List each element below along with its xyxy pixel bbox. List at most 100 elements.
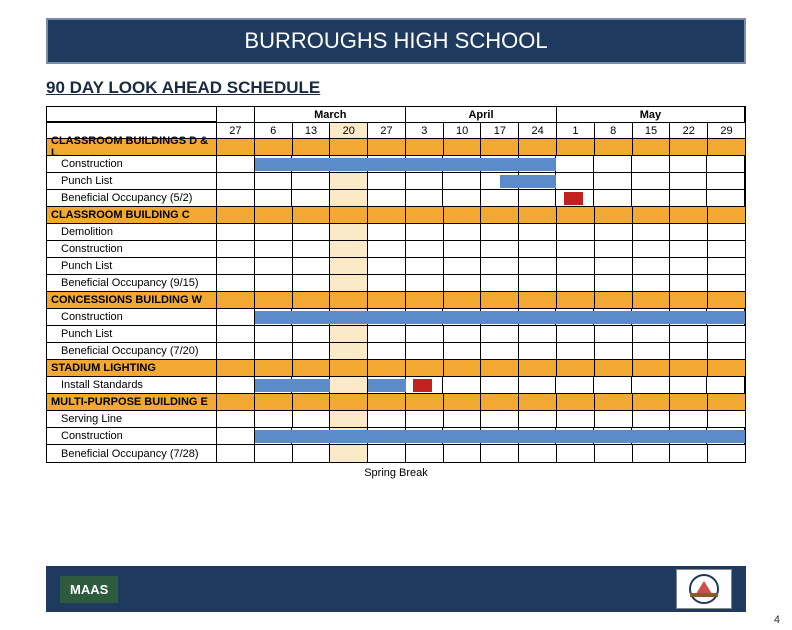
timeline-cell (406, 411, 444, 427)
timeline-cell (217, 343, 255, 359)
timeline-cell (481, 411, 519, 427)
row-label: Construction (47, 309, 217, 325)
timeline-cell (217, 156, 255, 172)
row-timeline (217, 292, 745, 308)
timeline-cell (557, 292, 595, 308)
timeline-cell (217, 326, 255, 342)
timeline-cell (670, 343, 708, 359)
timeline-cell (293, 343, 331, 359)
timeline-cell (632, 173, 670, 189)
timeline-cell (330, 224, 368, 240)
timeline-cell (368, 139, 406, 155)
timeline-cell (633, 292, 671, 308)
task-row: Beneficial Occupancy (7/20) (47, 343, 745, 360)
timeline-cell (557, 445, 595, 462)
seal-icon (684, 573, 724, 605)
timeline-cell (481, 241, 519, 257)
timeline-cell (368, 292, 406, 308)
row-label: CONCESSIONS BUILDING W (47, 292, 217, 308)
timeline-cell (670, 207, 708, 223)
row-label: CLASSROOM BUILDINGS D & L (47, 139, 217, 155)
timeline-cell (406, 360, 444, 376)
timeline-cell (594, 190, 632, 206)
row-label: Punch List (47, 326, 217, 342)
gantt-bar (255, 311, 745, 324)
row-label: Construction (47, 241, 217, 257)
timeline-cell (406, 394, 444, 410)
timeline-cell (633, 224, 671, 240)
timeline-cell (330, 258, 368, 274)
row-timeline (217, 445, 745, 462)
timeline-cell (519, 224, 557, 240)
timeline-cell (519, 445, 557, 462)
timeline-cell (444, 224, 482, 240)
row-timeline (217, 241, 745, 257)
timeline-cell (368, 275, 406, 291)
timeline-cell (708, 343, 745, 359)
timeline-cell (557, 411, 595, 427)
task-row: Construction (47, 309, 745, 326)
timeline-cell (557, 394, 595, 410)
timeline-cell (519, 360, 557, 376)
timeline-cell (217, 207, 255, 223)
timeline-cell (444, 207, 482, 223)
gantt-bar (413, 379, 432, 392)
gantt-bar (368, 379, 406, 392)
timeline-cell (595, 394, 633, 410)
timeline-cell (330, 411, 368, 427)
page-number: 4 (774, 614, 780, 626)
left-logo: MAAS (60, 576, 118, 603)
row-label: CLASSROOM BUILDING C (47, 207, 217, 223)
timeline-cell (595, 360, 633, 376)
timeline-cell (594, 156, 632, 172)
row-timeline (217, 207, 745, 223)
timeline-cell (293, 275, 331, 291)
timeline-cell (255, 360, 293, 376)
timeline-cell (519, 241, 557, 257)
timeline-cell (519, 394, 557, 410)
timeline-cell (255, 275, 293, 291)
timeline-cell (444, 292, 482, 308)
timeline-cell (481, 377, 519, 393)
task-row: Beneficial Occupancy (7/28) (47, 445, 745, 462)
week-cell: 20 (330, 123, 368, 138)
timeline-cell (519, 190, 557, 206)
timeline-cell (255, 241, 293, 257)
timeline-cell (444, 258, 482, 274)
timeline-cell (330, 190, 368, 206)
timeline-cell (670, 377, 708, 393)
timeline-cell (557, 360, 595, 376)
task-row: Construction (47, 428, 745, 445)
timeline-cell (632, 190, 670, 206)
timeline-cell (368, 394, 406, 410)
timeline-cell (633, 207, 671, 223)
month-cell: March (255, 107, 406, 122)
timeline-cell (368, 241, 406, 257)
timeline-cell (708, 275, 745, 291)
timeline-cell (444, 275, 482, 291)
timeline-cell (292, 190, 330, 206)
timeline-cell (330, 326, 368, 342)
timeline-cell (556, 173, 594, 189)
timeline-cell (519, 411, 557, 427)
timeline-cell (255, 139, 293, 155)
timeline-cell (595, 139, 633, 155)
timeline-cell (633, 394, 671, 410)
timeline-cell (519, 139, 557, 155)
timeline-cell (292, 173, 330, 189)
row-label: Serving Line (47, 411, 217, 427)
timeline-cell (670, 190, 708, 206)
timeline-cell (633, 360, 671, 376)
timeline-cell (557, 326, 595, 342)
timeline-cell (255, 394, 293, 410)
row-label: Beneficial Occupancy (7/28) (47, 445, 217, 462)
timeline-cell (330, 173, 368, 189)
row-timeline (217, 377, 745, 393)
timeline-cell (670, 224, 708, 240)
timeline-cell (670, 241, 708, 257)
timeline-cell (293, 411, 331, 427)
week-cell: 22 (670, 123, 708, 138)
timeline-cell (444, 411, 482, 427)
timeline-cell (556, 377, 594, 393)
timeline-cell (557, 241, 595, 257)
